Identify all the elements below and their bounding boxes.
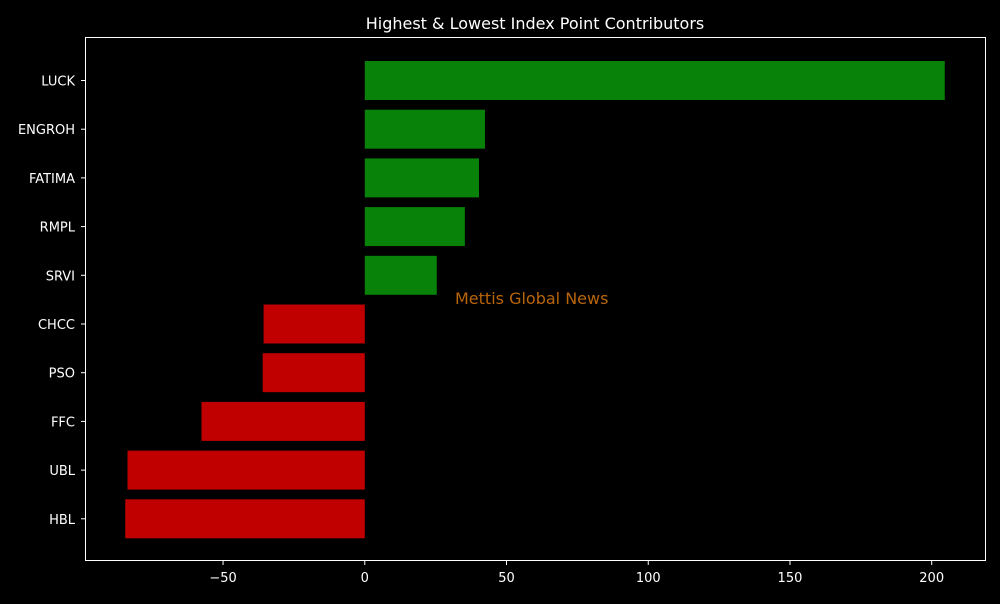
y-tick-label: RMPL: [40, 221, 76, 236]
y-tick-label: ENGROH: [18, 123, 75, 138]
x-tick-label: 150: [778, 571, 803, 586]
bars-group: [125, 61, 945, 539]
bar-chcc: [263, 304, 365, 344]
y-tick-label: HBL: [49, 513, 76, 528]
bar-hbl: [125, 499, 365, 539]
bar-rmpl: [364, 207, 465, 247]
x-tick-label: 200: [919, 571, 944, 586]
bar-ubl: [127, 450, 365, 490]
y-tick-label: CHCC: [38, 318, 75, 333]
y-tick-label: LUCK: [41, 75, 75, 90]
x-tick-label: 100: [636, 571, 661, 586]
x-axis-ticks: −50 0 50 100 150 200: [209, 561, 944, 586]
y-axis-ticks: LUCK ENGROH FATIMA RMPL SRVI CHCC PSO FFC UBL HBL: [18, 75, 85, 528]
watermark-annotation: Mettis Global News: [455, 289, 608, 308]
plot-frame: [85, 37, 986, 561]
bar-srvi: [364, 255, 437, 295]
bar-luck: [364, 61, 945, 100]
bar-engroh: [364, 109, 485, 149]
y-tick-label: PSO: [49, 367, 75, 382]
chart-title: Highest & Lowest Index Point Contributor…: [366, 14, 705, 33]
y-tick-label: FFC: [51, 415, 75, 430]
y-tick-label: FATIMA: [29, 172, 75, 187]
y-tick-label: SRVI: [46, 269, 75, 284]
x-tick-label: −50: [209, 571, 236, 586]
x-tick-label: 0: [361, 571, 369, 586]
bar-fatima: [364, 158, 480, 198]
bar-pso: [262, 353, 365, 393]
y-tick-label: UBL: [49, 464, 75, 479]
x-tick-label: 50: [498, 571, 515, 586]
bar-ffc: [201, 401, 365, 441]
